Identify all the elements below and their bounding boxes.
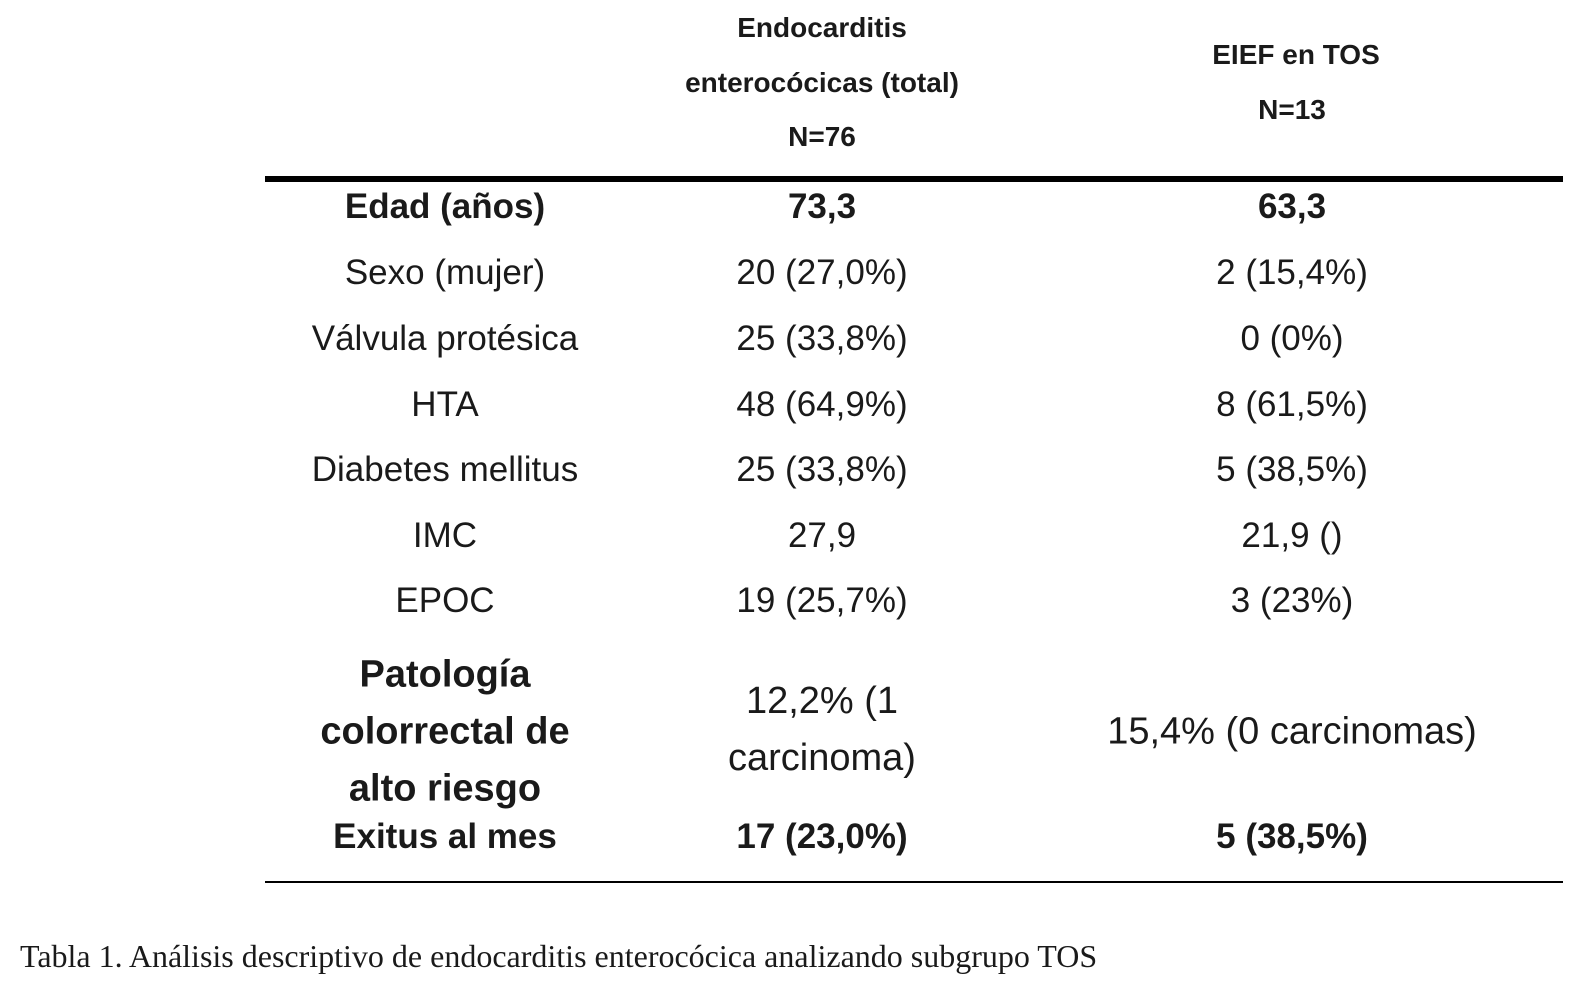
row-label: IMC (412, 516, 478, 555)
cell: 63,3 (1257, 187, 1327, 226)
cell: 5 (38,5%) (1216, 817, 1368, 856)
cell: 8 (61,5%) (1216, 385, 1368, 424)
cell: 25 (33,8%) (736, 450, 908, 489)
cell: 12,2% (1 carcinoma) (728, 680, 916, 779)
header-line: enterocócicas (total) (685, 67, 959, 98)
row-label: Sexo (mujer) (344, 253, 546, 292)
header-n: N=76 (788, 121, 856, 152)
row-label: Exitus al mes (333, 817, 557, 856)
cell: 15,4% (0 carcinomas) (1107, 710, 1477, 753)
caption: Tabla 1. Análisis descriptivo de endocar… (20, 938, 1098, 974)
cell: 27,9 (787, 516, 857, 555)
cell: 48 (64,9%) (736, 385, 908, 424)
header-line: EIEF en TOS (1212, 39, 1380, 70)
row-label: Edad (años) (344, 187, 546, 226)
row-label: Diabetes mellitus (311, 450, 579, 489)
bottom-rule (265, 881, 1563, 883)
header-line: Endocarditis (737, 12, 907, 43)
top-rule (265, 176, 1563, 182)
cell: 73,3 (787, 187, 857, 226)
cell: 5 (38,5%) (1216, 450, 1368, 489)
header-n: N=13 (1258, 94, 1326, 125)
cell: 2 (15,4%) (1216, 253, 1368, 292)
row-label: EPOC (395, 581, 495, 620)
row-label: Válvula protésica (311, 319, 579, 358)
cell: 25 (33,8%) (736, 319, 908, 358)
cell: 20 (27,0%) (736, 253, 908, 292)
row-label: Patología colorrectal de alto riesgo (320, 653, 570, 810)
cell: 0 (0%) (1240, 319, 1344, 358)
cell: 17 (23,0%) (736, 817, 908, 856)
row-label: HTA (411, 385, 479, 424)
cell: 19 (25,7%) (736, 581, 908, 620)
cell: 3 (23%) (1230, 581, 1354, 620)
cell: 21,9 () (1241, 516, 1343, 555)
